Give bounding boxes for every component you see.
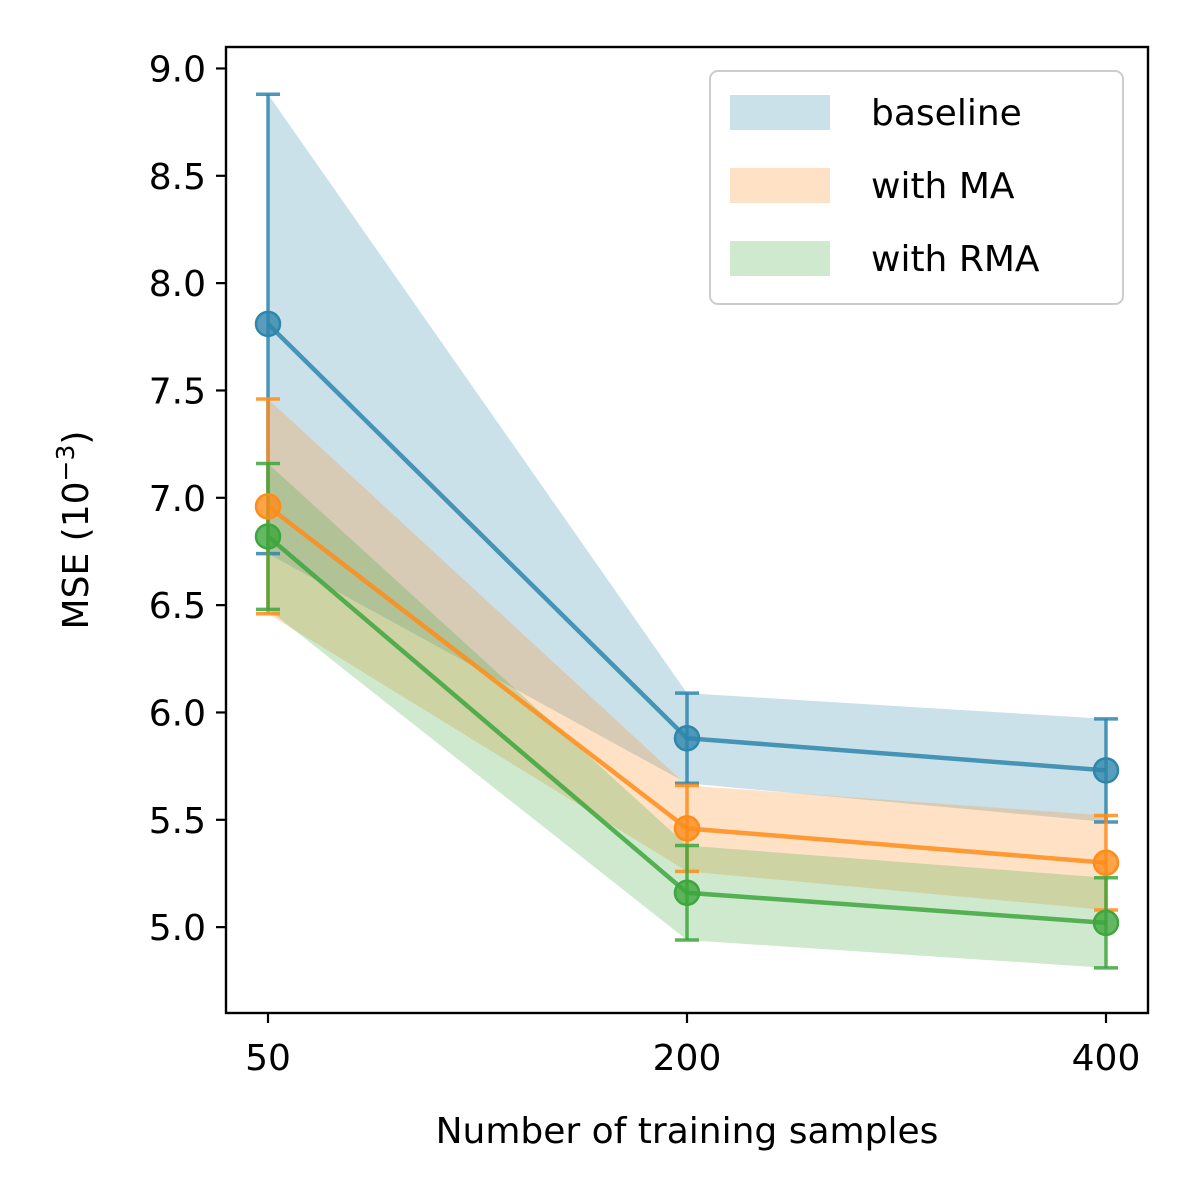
x-tick-label-200: 200 bbox=[653, 1038, 722, 1079]
legend-swatch-baseline bbox=[730, 95, 830, 130]
y-axis-label-exponent: −3 bbox=[51, 445, 80, 482]
y-tick-label-9.0: 9.0 bbox=[149, 49, 206, 90]
baseline-point-50 bbox=[254, 310, 282, 338]
legend: baseline with MA with RMA bbox=[709, 70, 1124, 305]
data-points bbox=[254, 310, 1120, 937]
y-tick-label-7.0: 7.0 bbox=[149, 479, 206, 520]
y-tick-label-8.0: 8.0 bbox=[149, 264, 206, 305]
with-ma-point-200 bbox=[673, 815, 701, 842]
baseline-band bbox=[268, 94, 1106, 822]
with-ma-point-50 bbox=[254, 493, 282, 520]
baseline-point-200 bbox=[673, 724, 701, 752]
with-rma-point-200 bbox=[673, 879, 701, 907]
y-tick-label-5.0: 5.0 bbox=[149, 908, 206, 949]
y-tick-label-5.5: 5.5 bbox=[149, 801, 206, 842]
legend-label-with-ma: with MA bbox=[871, 166, 1015, 207]
legend-label-baseline: baseline bbox=[871, 93, 1022, 134]
with-ma-point-400 bbox=[1092, 849, 1120, 876]
legend-frame bbox=[709, 70, 1124, 305]
x-axis-label: Number of training samples bbox=[436, 1111, 939, 1152]
y-axis-label-main: MSE (10 bbox=[56, 481, 97, 629]
y-axis-label-close: ) bbox=[56, 431, 97, 445]
legend-swatch-with-rma bbox=[730, 241, 830, 276]
y-tick-label-6.0: 6.0 bbox=[149, 693, 206, 734]
y-tick-label-8.5: 8.5 bbox=[149, 157, 206, 198]
with-rma-point-50 bbox=[254, 523, 282, 550]
y-tick-label-6.5: 6.5 bbox=[149, 586, 206, 627]
y-tick-label-7.5: 7.5 bbox=[149, 371, 206, 412]
x-tick-label-400: 400 bbox=[1072, 1038, 1141, 1079]
x-axis: 50 200 400 bbox=[245, 1013, 1140, 1079]
legend-swatch-with-ma bbox=[730, 168, 830, 203]
y-axis: 5.0 5.5 6.0 6.5 7.0 7.5 8.0 8.5 9.0 bbox=[149, 49, 226, 949]
with-rma-point-400 bbox=[1092, 909, 1120, 937]
y-axis-label: MSE (10−3) bbox=[51, 431, 97, 630]
x-tick-label-50: 50 bbox=[245, 1038, 291, 1079]
legend-label-with-rma: with RMA bbox=[871, 239, 1040, 280]
baseline-point-400 bbox=[1092, 757, 1120, 784]
